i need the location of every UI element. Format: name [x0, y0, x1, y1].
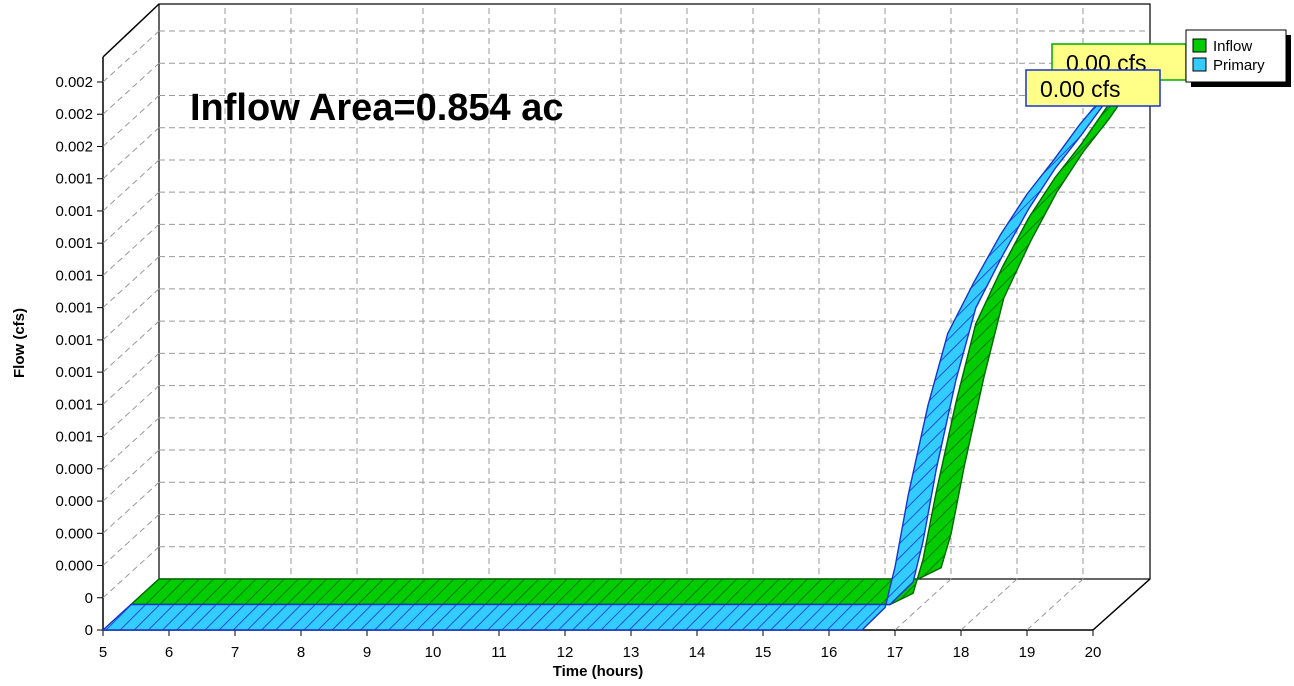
- grid-line-depth: [102, 159, 160, 212]
- x-tick-label: 6: [165, 644, 173, 661]
- left-depth-edge: [102, 3, 160, 58]
- y-tick-label: 0.001: [55, 235, 93, 252]
- grid-line-depth: [102, 385, 160, 437]
- legend-swatch-inflow: [1192, 38, 1207, 53]
- x-tick-label: 13: [623, 644, 640, 661]
- legend-label-inflow: Inflow: [1213, 38, 1252, 55]
- grid-line-depth: [102, 288, 160, 341]
- y-tick-label: 0.002: [55, 106, 93, 123]
- legend-label-primary: Primary: [1213, 57, 1265, 74]
- y-tick-label: 0.001: [55, 364, 93, 381]
- grid-line-depth: [102, 191, 160, 244]
- grid-line-depth: [102, 30, 160, 83]
- x-axis-title: Time (hours): [553, 663, 644, 680]
- y-tick-label: 0.001: [55, 332, 93, 349]
- grid-line-depth: [102, 514, 160, 566]
- grid-line-floor: [960, 578, 1018, 631]
- y-tick-label: 0.001: [55, 396, 93, 413]
- legend: Inflow Primary: [1185, 29, 1291, 87]
- x-axis-ticks: 5 6 7 8 9 10 11 12 13 14 15 16 17 18 19 20: [99, 630, 1102, 661]
- x-tick-label: 7: [231, 644, 239, 661]
- y-tick-label: 0.001: [55, 300, 93, 317]
- y-tick-label: 0.001: [55, 171, 93, 188]
- grid-line-depth: [102, 481, 160, 534]
- x-tick-label: 15: [755, 644, 772, 661]
- y-tick-label: 0.001: [55, 203, 93, 220]
- grid-line-depth: [102, 352, 160, 405]
- grid-line-depth: [102, 62, 160, 115]
- y-tick-label: 0: [85, 590, 93, 607]
- peak-label-box-primary: [1025, 69, 1161, 107]
- grid-line-depth: [102, 449, 160, 502]
- x-tick-label: 9: [363, 644, 371, 661]
- x-tick-label: 17: [887, 644, 904, 661]
- grid-line-depth: [102, 224, 160, 276]
- x-tick-label: 8: [297, 644, 305, 661]
- bottom-depth-edge-right: [1092, 578, 1151, 631]
- x-tick-label: 12: [557, 644, 574, 661]
- y-tick-label: 0.002: [55, 74, 93, 91]
- x-tick-label: 14: [689, 644, 706, 661]
- x-tick-label: 10: [425, 644, 442, 661]
- y-tick-label: 0.000: [55, 525, 93, 542]
- y-tick-label: 0.001: [55, 267, 93, 284]
- grid-line-depth: [102, 417, 160, 470]
- grid-line-depth: [102, 127, 160, 180]
- x-tick-label: 18: [953, 644, 970, 661]
- grid-line-depth: [102, 95, 160, 147]
- grid-line-depth: [102, 546, 160, 599]
- grid-line-floor: [894, 578, 952, 631]
- y-tick-label: 0.001: [55, 429, 93, 446]
- y-tick-label: 0.000: [55, 461, 93, 478]
- grid-line-floor: [1026, 578, 1084, 631]
- x-tick-label: 16: [821, 644, 838, 661]
- peak-label-primary: 0.00 cfs: [1040, 76, 1121, 102]
- grid-line-depth: [102, 256, 160, 309]
- y-tick-label: 0.000: [55, 558, 93, 575]
- legend-swatch-primary: [1192, 57, 1207, 72]
- x-tick-label: 19: [1019, 644, 1036, 661]
- y-axis-ticks: 0 0 0.000 0.000 0.000 0.000 0.001 0.001 0.001 0.0…: [55, 74, 103, 639]
- grid-lines: [102, 8, 1149, 631]
- y-tick-label: 0: [85, 622, 93, 639]
- y-tick-label: 0.000: [55, 493, 93, 510]
- y-tick-label: 0.002: [55, 138, 93, 155]
- x-tick-label: 11: [491, 644, 507, 661]
- inflow-area-annotation: Inflow Area=0.854 ac: [190, 87, 564, 129]
- grid-line-depth: [102, 320, 160, 373]
- y-axis-title: Flow (cfs): [11, 308, 28, 378]
- x-tick-label: 5: [99, 644, 107, 661]
- x-tick-label: 20: [1085, 644, 1102, 661]
